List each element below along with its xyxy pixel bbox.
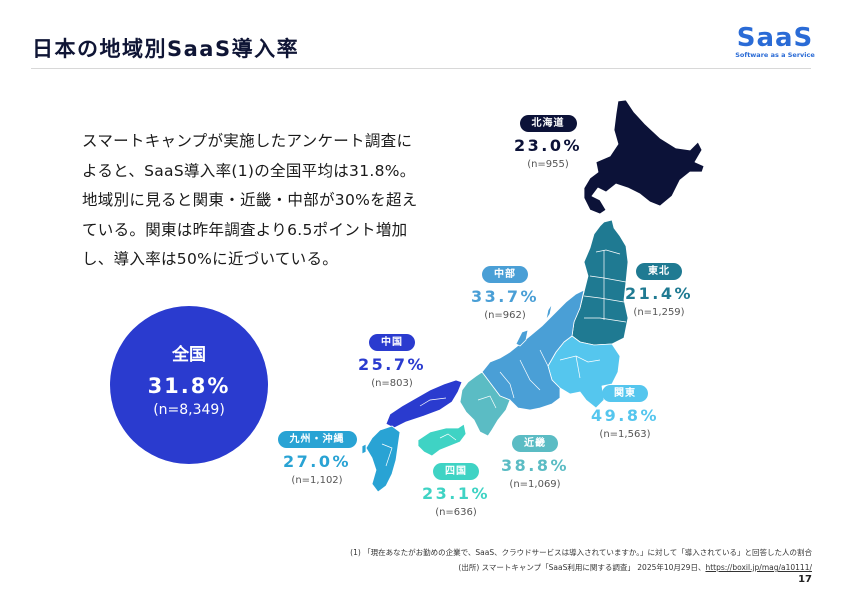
page-title: 日本の地域別SaaS導入率 — [32, 37, 300, 61]
region-kanto: 関東 49.8% (n=1,563) — [575, 381, 675, 440]
kinki-region — [459, 371, 511, 437]
summary-line: スマートキャンプが実施したアンケート調査に — [82, 132, 413, 150]
region-pill: 東北 — [636, 263, 682, 280]
region-percent: 23.1% — [421, 484, 490, 503]
national-label: 全国 — [172, 345, 206, 365]
region-chubu: 中部 33.7% (n=962) — [455, 262, 555, 321]
source-link[interactable]: https://boxil.jp/mag/a10111/ — [705, 563, 812, 572]
region-percent: 27.0% — [282, 452, 351, 471]
national-percent: 31.8% — [147, 374, 231, 398]
hokkaido-region — [583, 99, 705, 215]
source-line: (出所) スマートキャンプ「SaaS利用に関する調査」 2025年10月29日、… — [350, 560, 812, 575]
national-sample-size: (n=8,349) — [153, 402, 225, 418]
saas-logo: SaaS Software as a Service — [735, 25, 815, 59]
region-sample-size: (n=636) — [435, 507, 477, 518]
region-chugoku: 中国 25.7% (n=803) — [342, 330, 442, 389]
region-sample-size: (n=955) — [527, 159, 569, 170]
national-average-badge: 全国 31.8% (n=8,349) — [110, 306, 268, 464]
shikoku-region — [417, 423, 467, 457]
region-kinki: 近畿 38.8% (n=1,069) — [485, 431, 585, 490]
summary-line: ている。関東は昨年調査より6.5ポイント増加 — [82, 220, 408, 239]
logo-tagline: Software as a Service — [735, 51, 815, 59]
region-percent: 25.7% — [357, 355, 426, 374]
footnote-1: (1) 「現在あなたがお勤めの企業で、SaaS、クラウドサービスは導入されていま… — [350, 548, 812, 557]
region-sample-size: (n=1,069) — [509, 479, 561, 490]
source-text: (出所) スマートキャンプ「SaaS利用に関する調査」 2025年10月29日、 — [458, 563, 706, 572]
page-number: 17 — [798, 574, 812, 585]
region-sample-size: (n=1,102) — [291, 475, 343, 486]
region-pill: 中部 — [482, 266, 528, 283]
region-pill: 近畿 — [512, 435, 558, 452]
region-sample-size: (n=1,259) — [633, 307, 685, 318]
logo-wordmark: SaaS — [736, 23, 814, 53]
region-pill: 中国 — [369, 334, 415, 351]
noto-peninsula — [515, 329, 529, 347]
region-percent: 38.8% — [500, 456, 569, 475]
title-divider — [31, 68, 811, 69]
region-pill: 北海道 — [519, 115, 577, 132]
sado-island — [545, 303, 553, 321]
kyushu-islands — [361, 443, 367, 455]
region-percent: 23.0% — [513, 136, 582, 155]
region-pill: 関東 — [602, 385, 648, 402]
prefecture-borders — [381, 249, 627, 467]
region-sample-size: (n=803) — [371, 378, 413, 389]
region-percent: 49.8% — [590, 406, 659, 425]
kyushu-region — [365, 425, 401, 493]
region-tohoku: 東北 21.4% (n=1,259) — [609, 259, 709, 318]
region-pill: 九州・沖縄 — [277, 431, 357, 448]
region-pill: 四国 — [433, 463, 479, 480]
summary-line: よると、SaaS導入率(1)の全国平均は31.8%。 — [82, 161, 416, 180]
summary-paragraph: スマートキャンプが実施したアンケート調査に よると、SaaS導入率(1)の全国平… — [82, 127, 427, 275]
region-sample-size: (n=962) — [484, 310, 526, 321]
region-sample-size: (n=1,563) — [599, 429, 651, 440]
region-shikoku: 四国 23.1% (n=636) — [406, 459, 506, 518]
region-percent: 33.7% — [470, 287, 539, 306]
summary-line: 地域別に見ると関東・近畿・中部が30%を超え — [82, 191, 418, 209]
region-hokkaido: 北海道 23.0% (n=955) — [498, 111, 598, 170]
summary-line: し、導入率は50%に近づいている。 — [82, 250, 339, 268]
region-kyushu-okinawa: 九州・沖縄 27.0% (n=1,102) — [265, 427, 369, 486]
footnotes: (1) 「現在あなたがお勤めの企業で、SaaS、クラウドサービスは導入されていま… — [350, 545, 812, 575]
region-percent: 21.4% — [624, 284, 693, 303]
